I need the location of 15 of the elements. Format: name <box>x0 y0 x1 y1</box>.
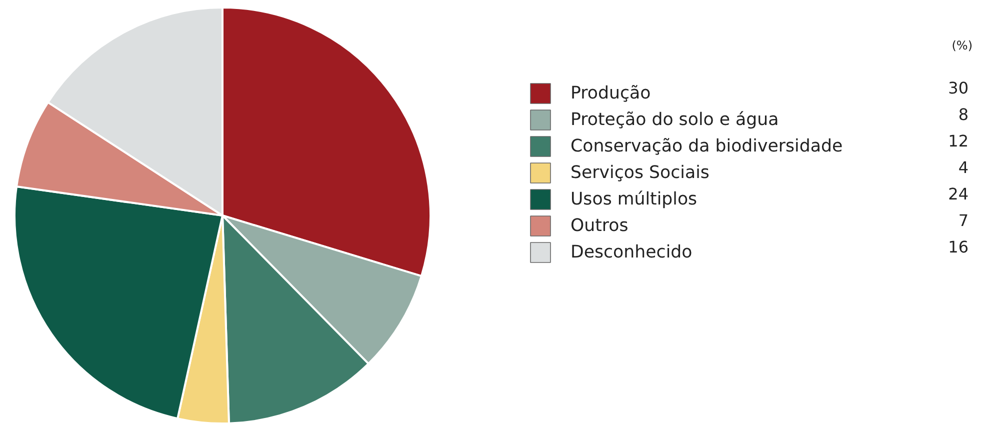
data-label: 8 <box>958 105 969 124</box>
data-label: 16 <box>948 238 968 256</box>
legend-label: Proteção do solo e água <box>570 110 779 130</box>
legend-label: Serviços Sociais <box>570 163 710 183</box>
legend-label: Usos múltiplos <box>570 190 698 210</box>
legend-label: Conservação da biodiversidade <box>570 136 843 156</box>
data-label: 7 <box>958 211 969 230</box>
legend-label: Desconhecido <box>570 242 692 262</box>
data-label: 24 <box>948 184 968 204</box>
data-label: 4 <box>958 158 969 177</box>
legend-label: Produção <box>570 84 651 104</box>
legend-label: Outros <box>570 216 628 236</box>
data-label: 30 <box>948 78 968 98</box>
data-label: 12 <box>948 132 968 150</box>
text: (%) <box>952 38 972 52</box>
